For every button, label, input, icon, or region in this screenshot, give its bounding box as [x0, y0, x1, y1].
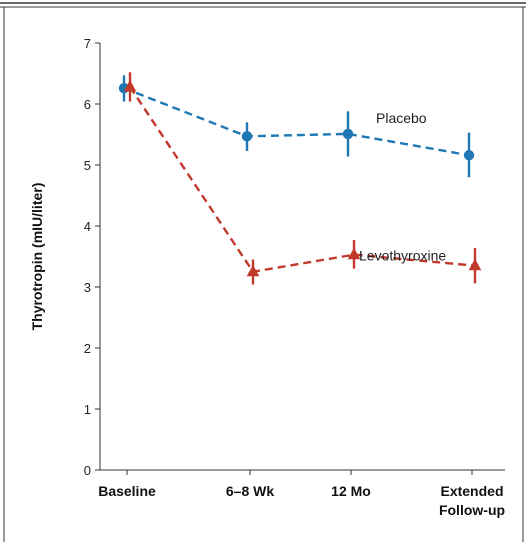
data-point: [342, 128, 354, 140]
x-tick-label: 12 Mo: [331, 483, 371, 499]
data-point: [123, 79, 137, 92]
y-axis: 0 1 2 3 4 5 6 7: [84, 36, 101, 478]
y-tick-label: 2: [84, 341, 91, 356]
x-tick-label: 6–8 Wk: [226, 483, 274, 499]
y-tick-label: 7: [84, 36, 91, 51]
x-tick-label-line: 6–8 Wk: [226, 483, 274, 499]
x-axis: Baseline 6–8 Wk 12 Mo Extended Follow-up: [98, 469, 505, 518]
y-tick-label: 5: [84, 158, 91, 173]
series-line: [123, 87, 470, 157]
x-tick-label-line: 12 Mo: [331, 483, 371, 499]
y-tick-label: 4: [84, 219, 91, 234]
series-label-placebo: Placebo: [376, 110, 427, 126]
x-tick-label: Baseline: [98, 483, 156, 499]
data-point: [463, 150, 475, 161]
y-tick-label: 0: [84, 463, 91, 478]
series-layer: [118, 72, 482, 285]
y-axis-label: Thyrotropin (mIU/liter): [29, 183, 45, 331]
x-tick-label-line: Extended: [440, 483, 503, 499]
x-tick-label-line: Follow-up: [439, 502, 505, 518]
x-tick-label: Extended Follow-up: [439, 483, 505, 518]
x-tick-label-line: Baseline: [98, 483, 156, 499]
series-levothyroxine: [123, 72, 482, 285]
series-placebo: [118, 75, 475, 178]
data-point: [246, 264, 260, 277]
y-tick-label: 3: [84, 280, 91, 295]
y-tick-label: 6: [84, 97, 91, 112]
data-point: [241, 131, 253, 142]
data-point: [468, 258, 482, 271]
series-line: [129, 86, 476, 274]
series-label-levothyroxine: Levothyroxine: [359, 248, 446, 264]
data-point: [347, 247, 361, 260]
y-tick-label: 1: [84, 402, 91, 417]
